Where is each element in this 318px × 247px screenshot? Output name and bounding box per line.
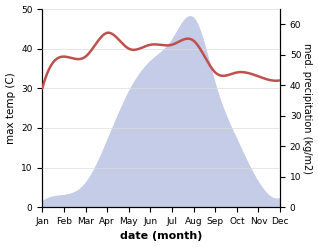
- Y-axis label: med. precipitation (kg/m2): med. precipitation (kg/m2): [302, 43, 313, 174]
- Y-axis label: max temp (C): max temp (C): [5, 72, 16, 144]
- X-axis label: date (month): date (month): [120, 231, 203, 242]
